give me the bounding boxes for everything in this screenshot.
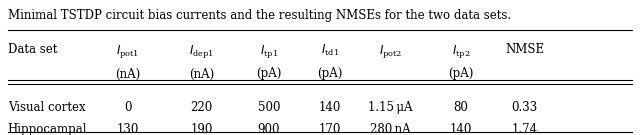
Text: $\mathit{I}_{\mathregular{pot2}}$: $\mathit{I}_{\mathregular{pot2}}$ xyxy=(379,43,402,60)
Text: (nA): (nA) xyxy=(115,68,141,80)
Text: $\mathit{I}_{\mathregular{tp1}}$: $\mathit{I}_{\mathregular{tp1}}$ xyxy=(260,43,278,60)
Text: $\mathit{I}_{\mathregular{tp2}}$: $\mathit{I}_{\mathregular{tp2}}$ xyxy=(452,43,470,60)
Text: 500: 500 xyxy=(257,101,280,114)
Text: 900: 900 xyxy=(257,123,280,135)
Text: (pA): (pA) xyxy=(256,68,282,80)
Text: 140: 140 xyxy=(319,101,340,114)
Text: Visual cortex: Visual cortex xyxy=(8,101,85,114)
Text: (pA): (pA) xyxy=(448,68,474,80)
Text: NMSE: NMSE xyxy=(505,43,545,56)
Text: Minimal TSTDP circuit bias currents and the resulting NMSEs for the two data set: Minimal TSTDP circuit bias currents and … xyxy=(8,9,511,22)
Text: Hippocampal: Hippocampal xyxy=(8,123,87,135)
Text: 0: 0 xyxy=(124,101,132,114)
Text: 80: 80 xyxy=(453,101,468,114)
Text: $\mathit{I}_{\mathregular{td1}}$: $\mathit{I}_{\mathregular{td1}}$ xyxy=(321,43,339,58)
Text: 140: 140 xyxy=(450,123,472,135)
Text: 0.33: 0.33 xyxy=(511,101,538,114)
Text: 1.74: 1.74 xyxy=(512,123,538,135)
Text: $\mathit{I}_{\mathregular{dep1}}$: $\mathit{I}_{\mathregular{dep1}}$ xyxy=(189,43,214,60)
Text: Data set: Data set xyxy=(8,43,57,56)
Text: 170: 170 xyxy=(319,123,340,135)
Text: 130: 130 xyxy=(117,123,139,135)
Text: 220: 220 xyxy=(191,101,212,114)
Text: 1.15 μA: 1.15 μA xyxy=(368,101,413,114)
Text: 190: 190 xyxy=(191,123,212,135)
Text: (nA): (nA) xyxy=(189,68,214,80)
Text: (pA): (pA) xyxy=(317,68,342,80)
Text: 280 nA: 280 nA xyxy=(370,123,411,135)
Text: $\mathit{I}_{\mathregular{pot1}}$: $\mathit{I}_{\mathregular{pot1}}$ xyxy=(116,43,140,60)
